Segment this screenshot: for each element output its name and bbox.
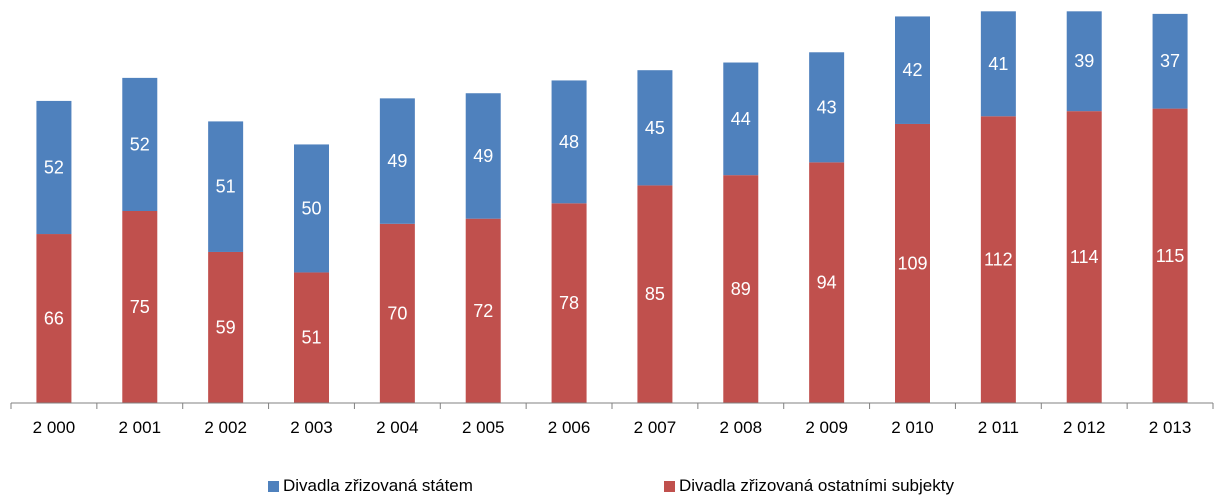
data-label-state-10: 42 — [902, 60, 922, 80]
data-label-state-12: 39 — [1074, 51, 1094, 71]
bar-segment-state-12 — [1066, 11, 1102, 112]
bar-segment-state-11 — [980, 11, 1016, 117]
data-label-other-9: 94 — [817, 273, 837, 293]
data-label-other-13: 115 — [1156, 246, 1185, 266]
data-label-state-7: 45 — [645, 118, 665, 138]
bar-segment-other-10 — [895, 123, 930, 404]
x-tick-label-2: 2 002 — [204, 418, 247, 437]
legend-swatch-other — [664, 480, 675, 492]
data-label-other-2: 59 — [216, 317, 236, 337]
data-label-state-0: 52 — [44, 157, 64, 177]
bar-segment-state-7 — [637, 70, 673, 186]
x-tick-label-1: 2 001 — [119, 418, 162, 437]
bar-segment-other-13 — [1152, 108, 1188, 403]
data-label-state-13: 37 — [1160, 51, 1180, 71]
x-tick-label-7: 2 007 — [634, 418, 677, 437]
bar-segment-other-2 — [208, 251, 244, 403]
data-label-other-11: 112 — [984, 250, 1013, 270]
data-label-state-3: 50 — [301, 198, 321, 218]
bar-segment-other-1 — [122, 211, 158, 403]
bar-segment-state-0 — [36, 100, 72, 235]
x-tick-label-4: 2 004 — [376, 418, 419, 437]
data-label-state-6: 48 — [559, 132, 579, 152]
x-axis: 2 000 2 001 2 002 2 003 2 004 2 005 2 006 2 007… — [10, 402, 1214, 437]
bar-segment-state-4 — [379, 98, 415, 224]
bar-segment-state-10 — [895, 16, 930, 124]
x-tick-label-6: 2 006 — [548, 418, 591, 437]
legend-swatch-state — [268, 480, 279, 492]
legend-item-state: Divadla zřizovaná státem — [268, 476, 473, 496]
x-tick-label-0: 2 000 — [33, 418, 76, 437]
stacked-bar-chart: 66 52 75 52 59 51 51 50 70 49 72 49 78 48 85 45 89 44 94 43… — [10, 11, 1214, 437]
legend-label-state: Divadla zřizovaná státem — [283, 476, 473, 495]
x-tick-label-9: 2 009 — [805, 418, 848, 437]
bar-segment-state-5 — [465, 93, 501, 219]
data-label-state-2: 51 — [216, 177, 236, 197]
x-tick-label-8: 2 008 — [720, 418, 763, 437]
legend: Divadla zřizovaná státem Divadla zřizova… — [0, 476, 1216, 496]
data-label-other-1: 75 — [130, 297, 150, 317]
data-label-state-8: 44 — [731, 109, 751, 129]
bar-segment-other-8 — [723, 175, 759, 403]
bar-segment-other-11 — [980, 116, 1016, 403]
x-tick-label-11: 2 011 — [978, 418, 1019, 437]
bar-segment-other-0 — [36, 234, 72, 403]
bar-segment-state-1 — [122, 77, 158, 211]
bar-labels-group: 66 52 75 52 59 51 51 50 70 49 72 49 78 48 85 45 89 44 94 43… — [44, 51, 1185, 347]
bar-segment-state-6 — [551, 80, 587, 204]
bar-segment-state-13 — [1152, 13, 1188, 109]
bars-group — [36, 11, 1188, 404]
x-tick-label-13: 2 013 — [1149, 418, 1192, 437]
bar-segment-state-8 — [723, 62, 759, 176]
data-label-state-5: 49 — [473, 146, 493, 166]
bar-segment-state-3 — [294, 144, 329, 273]
x-tick-label-3: 2 003 — [290, 418, 333, 437]
x-tick-label-12: 2 012 — [1063, 418, 1106, 437]
data-label-other-4: 70 — [387, 303, 407, 323]
data-label-other-3: 51 — [301, 328, 321, 348]
legend-label-other: Divadla zřizovaná ostatními subjekty — [679, 476, 954, 495]
data-label-other-12: 114 — [1070, 247, 1099, 267]
data-label-state-11: 41 — [988, 54, 1008, 74]
data-label-state-1: 52 — [130, 134, 150, 154]
bar-segment-other-7 — [637, 185, 673, 403]
bar-segment-other-6 — [551, 203, 587, 403]
bar-segment-other-5 — [465, 218, 501, 403]
data-label-other-7: 85 — [645, 284, 665, 304]
bar-segment-other-9 — [809, 162, 845, 403]
data-label-other-5: 72 — [473, 301, 493, 321]
data-label-state-9: 43 — [817, 97, 837, 117]
bar-segment-other-3 — [294, 272, 329, 403]
x-tick-label-5: 2 005 — [462, 418, 505, 437]
legend-item-other: Divadla zřizovaná ostatními subjekty — [664, 476, 954, 496]
bar-segment-other-12 — [1066, 111, 1102, 403]
data-label-state-4: 49 — [387, 151, 407, 171]
data-label-other-0: 66 — [44, 309, 64, 329]
data-label-other-10: 109 — [897, 253, 927, 273]
data-label-other-8: 89 — [731, 279, 751, 299]
bar-segment-state-9 — [809, 52, 845, 163]
bar-segment-other-4 — [379, 223, 415, 403]
x-tick-label-10: 2 010 — [891, 418, 934, 437]
data-label-other-6: 78 — [559, 293, 579, 313]
bar-segment-state-2 — [208, 121, 244, 252]
